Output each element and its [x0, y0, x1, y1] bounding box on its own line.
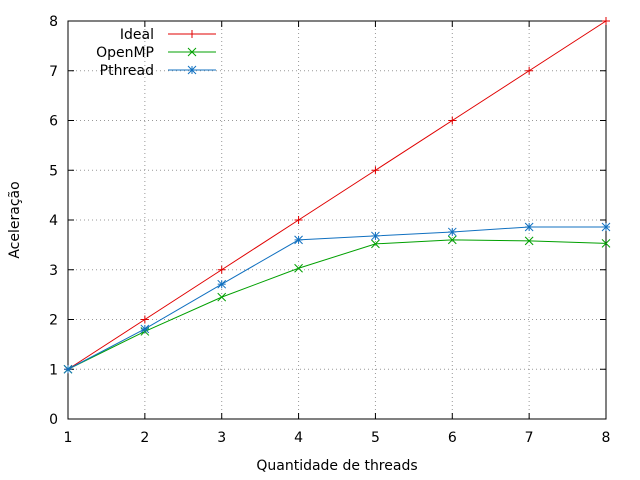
y-tick-label: 6	[49, 114, 58, 130]
data-point-pthread	[217, 279, 227, 289]
marker-stroke	[524, 236, 534, 246]
data-point-openmp	[294, 263, 303, 273]
series-line-pthread	[67, 226, 606, 370]
legend-label: Pthread	[100, 63, 154, 79]
series-line-openmp	[67, 239, 607, 370]
marker-stroke	[447, 235, 457, 245]
data-point-pthread	[524, 222, 534, 232]
y-axis-label: Aceleração	[7, 181, 23, 258]
y-tick-label: 7	[49, 64, 58, 80]
marker-stroke	[601, 222, 611, 232]
legend-entry-pthread: Pthread	[100, 63, 216, 79]
marker-stroke	[294, 263, 303, 273]
marker-stroke	[217, 279, 227, 289]
y-tick-label: 3	[49, 263, 58, 279]
legend-entry-openmp: OpenMP	[96, 45, 216, 61]
legend-swatch-marker	[187, 47, 197, 57]
data-point-pthread	[294, 235, 303, 245]
marker-stroke	[524, 222, 534, 232]
x-axis-label: Quantidade de threads	[256, 458, 417, 474]
x-tick-label: 8	[602, 430, 611, 446]
series-pthread	[63, 222, 611, 374]
marker-stroke	[294, 235, 303, 245]
data-point-openmp	[524, 236, 534, 246]
data-point-ideal	[294, 216, 303, 224]
x-tick-label: 7	[525, 430, 534, 446]
marker-stroke	[140, 324, 150, 334]
legend-label: OpenMP	[96, 45, 154, 61]
series-openmp	[63, 235, 611, 374]
x-tick-label: 6	[448, 430, 457, 446]
marker-stroke	[447, 227, 457, 237]
marker-stroke	[371, 231, 380, 241]
data-point-pthread	[140, 324, 150, 334]
data-point-openmp	[447, 235, 457, 245]
series-group	[63, 17, 611, 374]
grid	[68, 21, 606, 419]
marker-stroke	[217, 292, 227, 302]
y-tick-label: 5	[49, 163, 58, 179]
marker-stroke	[187, 47, 197, 57]
data-point-ideal	[602, 17, 610, 25]
data-point-openmp	[217, 292, 227, 302]
y-tick-label: 2	[49, 313, 58, 329]
marker-stroke	[63, 364, 73, 374]
x-tick-label: 5	[371, 430, 380, 446]
data-point-ideal	[371, 166, 380, 175]
y-tick-label: 0	[49, 412, 58, 428]
legend: Ideal OpenMP Pthread	[96, 27, 216, 79]
y-tick-label: 8	[49, 14, 58, 30]
y-tick-label: 1	[49, 362, 58, 378]
data-point-ideal	[140, 315, 149, 324]
data-point-openmp	[371, 239, 380, 249]
data-point-pthread	[63, 364, 73, 374]
data-point-pthread	[371, 231, 380, 241]
marker-stroke	[187, 65, 197, 75]
x-tick-label: 2	[140, 430, 149, 446]
data-point-pthread	[601, 222, 611, 232]
marker-stroke	[601, 239, 611, 248]
legend-swatch-marker	[188, 30, 196, 38]
legend-entry-ideal: Ideal	[120, 27, 216, 43]
x-tick-label: 3	[217, 430, 226, 446]
x-tick-label: 1	[64, 430, 73, 446]
legend-label: Ideal	[120, 27, 154, 43]
data-point-ideal	[525, 66, 534, 75]
x-tick-label: 4	[294, 430, 303, 446]
data-point-openmp	[601, 239, 611, 248]
legend-swatch-marker	[187, 65, 197, 75]
marker-stroke	[371, 239, 380, 249]
y-tick-label: 4	[49, 213, 58, 229]
data-point-pthread	[447, 227, 457, 237]
data-point-ideal	[448, 116, 457, 125]
series-line-ideal	[67, 20, 607, 370]
data-point-ideal	[217, 265, 226, 274]
